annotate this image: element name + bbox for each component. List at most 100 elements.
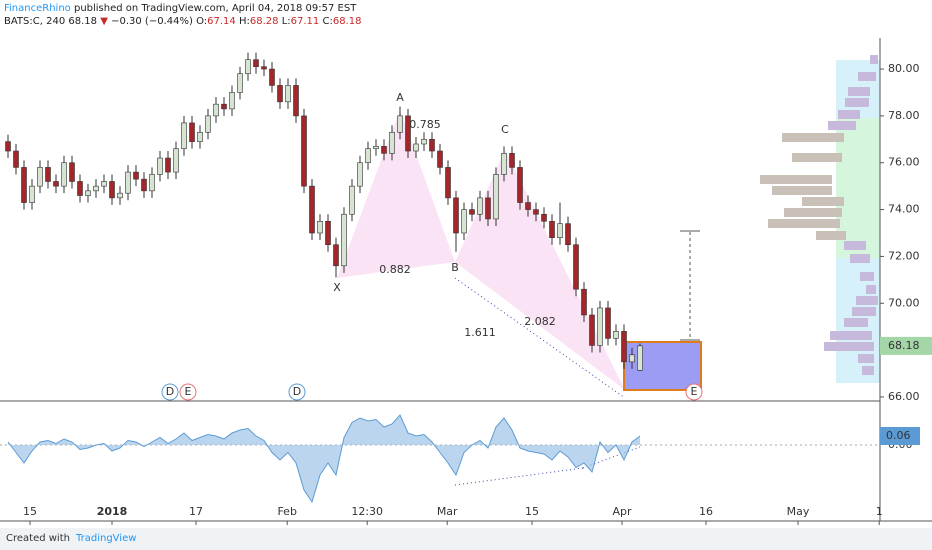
candle-body (61, 162, 67, 187)
candle-body (525, 202, 531, 210)
candle-body (549, 220, 555, 238)
candle-body (45, 167, 51, 182)
candle-body (429, 139, 435, 152)
candle-body (125, 171, 131, 194)
osc-area (8, 415, 640, 502)
candle-body (37, 167, 43, 187)
x-tick-label: 12:30 (351, 505, 383, 518)
candle-body (173, 148, 179, 173)
marker-label: D (166, 385, 174, 398)
candle-body (365, 148, 371, 164)
candle-body (285, 85, 291, 103)
pattern-point: X (333, 281, 341, 294)
header: FinanceRhino published on TradingView.co… (4, 2, 361, 28)
candle-body (29, 185, 35, 203)
candle-body (341, 213, 347, 267)
author[interactable]: FinanceRhino (4, 3, 71, 14)
ratio-label: 0.785 (409, 118, 441, 131)
last: 68.18 (68, 16, 98, 27)
candle-body (581, 288, 587, 316)
candle-body (213, 103, 219, 117)
candle-body (565, 223, 571, 246)
candle-body (133, 171, 139, 180)
volume-profile-upper (824, 55, 878, 375)
candle-body (557, 223, 563, 238)
candle-body (597, 307, 603, 346)
candle-body (325, 220, 331, 246)
candle-body (357, 162, 363, 187)
brand[interactable]: TradingView (75, 533, 137, 544)
marker-circle (288, 383, 306, 401)
candle-body (157, 157, 163, 175)
c-label: C: (322, 16, 333, 27)
symbol: BATS:C, 240 (4, 16, 66, 27)
y-tick-label: 66.00 (888, 390, 920, 403)
volume-profile (760, 133, 846, 240)
arrow: ▼ (100, 16, 108, 27)
marker-circle (179, 383, 197, 401)
candle-body (629, 354, 635, 363)
marker-label: E (185, 385, 192, 398)
osc-line (7, 414, 641, 504)
candle-body (477, 197, 483, 215)
y-tick-label: 80.00 (888, 62, 920, 75)
marker-label: D (293, 385, 301, 398)
o-value: 67.14 (207, 16, 236, 27)
candle-body (117, 192, 123, 199)
candle-body (13, 150, 19, 168)
ratio-label: 0.882 (379, 263, 411, 276)
candle-body (149, 174, 155, 192)
candle-body (301, 115, 307, 187)
candle-body (237, 73, 243, 93)
x-tick-label: Apr (612, 505, 632, 518)
candle-body (93, 185, 99, 192)
price-label-bg (880, 336, 932, 355)
created: Created with (6, 533, 70, 544)
marker-label: E (691, 385, 698, 398)
x-tick-label: 2018 (97, 505, 128, 518)
footer: Created with TradingView (0, 528, 932, 550)
y-tick-label: 74.00 (888, 203, 920, 216)
candle-body (317, 220, 323, 234)
y-tick-label: 76.00 (888, 156, 920, 169)
published: published on TradingView.com, April 04, … (73, 3, 357, 14)
candle-body (189, 122, 195, 142)
h-label: H: (238, 16, 250, 27)
candle-body (461, 209, 467, 234)
candle-body (517, 167, 523, 203)
candle-body (53, 181, 59, 187)
candle-body (397, 115, 403, 133)
l-value: 67.11 (290, 16, 320, 27)
candle-body (413, 143, 419, 152)
ratio-label: 2.082 (524, 315, 556, 328)
candle-body (5, 141, 11, 152)
ratio-label: 1.611 (464, 326, 496, 339)
candle-body (229, 92, 235, 110)
x-tick-label: May (787, 505, 810, 518)
x-tick-label: Mar (437, 505, 458, 518)
candle-body (205, 115, 211, 133)
candle-body (637, 345, 643, 371)
candle-body (221, 103, 227, 110)
marker-circle (685, 383, 703, 401)
y-tick-label: 70.00 (888, 296, 920, 309)
candle-body (333, 244, 339, 267)
candle-body (293, 85, 299, 117)
candle-body (165, 157, 171, 173)
candle-body (541, 213, 547, 222)
y-tick-label: 72.00 (888, 249, 920, 262)
candle-body (533, 209, 539, 215)
candle-body (69, 162, 75, 182)
candle-body (493, 174, 499, 220)
candle-body (277, 85, 283, 103)
marker-circle (161, 383, 179, 401)
candle-body (373, 146, 379, 149)
candle-body (589, 314, 595, 346)
candle-body (469, 209, 475, 215)
l-label: L: (281, 16, 291, 27)
candle-body (309, 185, 315, 234)
candle-body (245, 59, 251, 75)
c-value: 68.18 (332, 16, 362, 27)
candle-body (453, 197, 459, 234)
